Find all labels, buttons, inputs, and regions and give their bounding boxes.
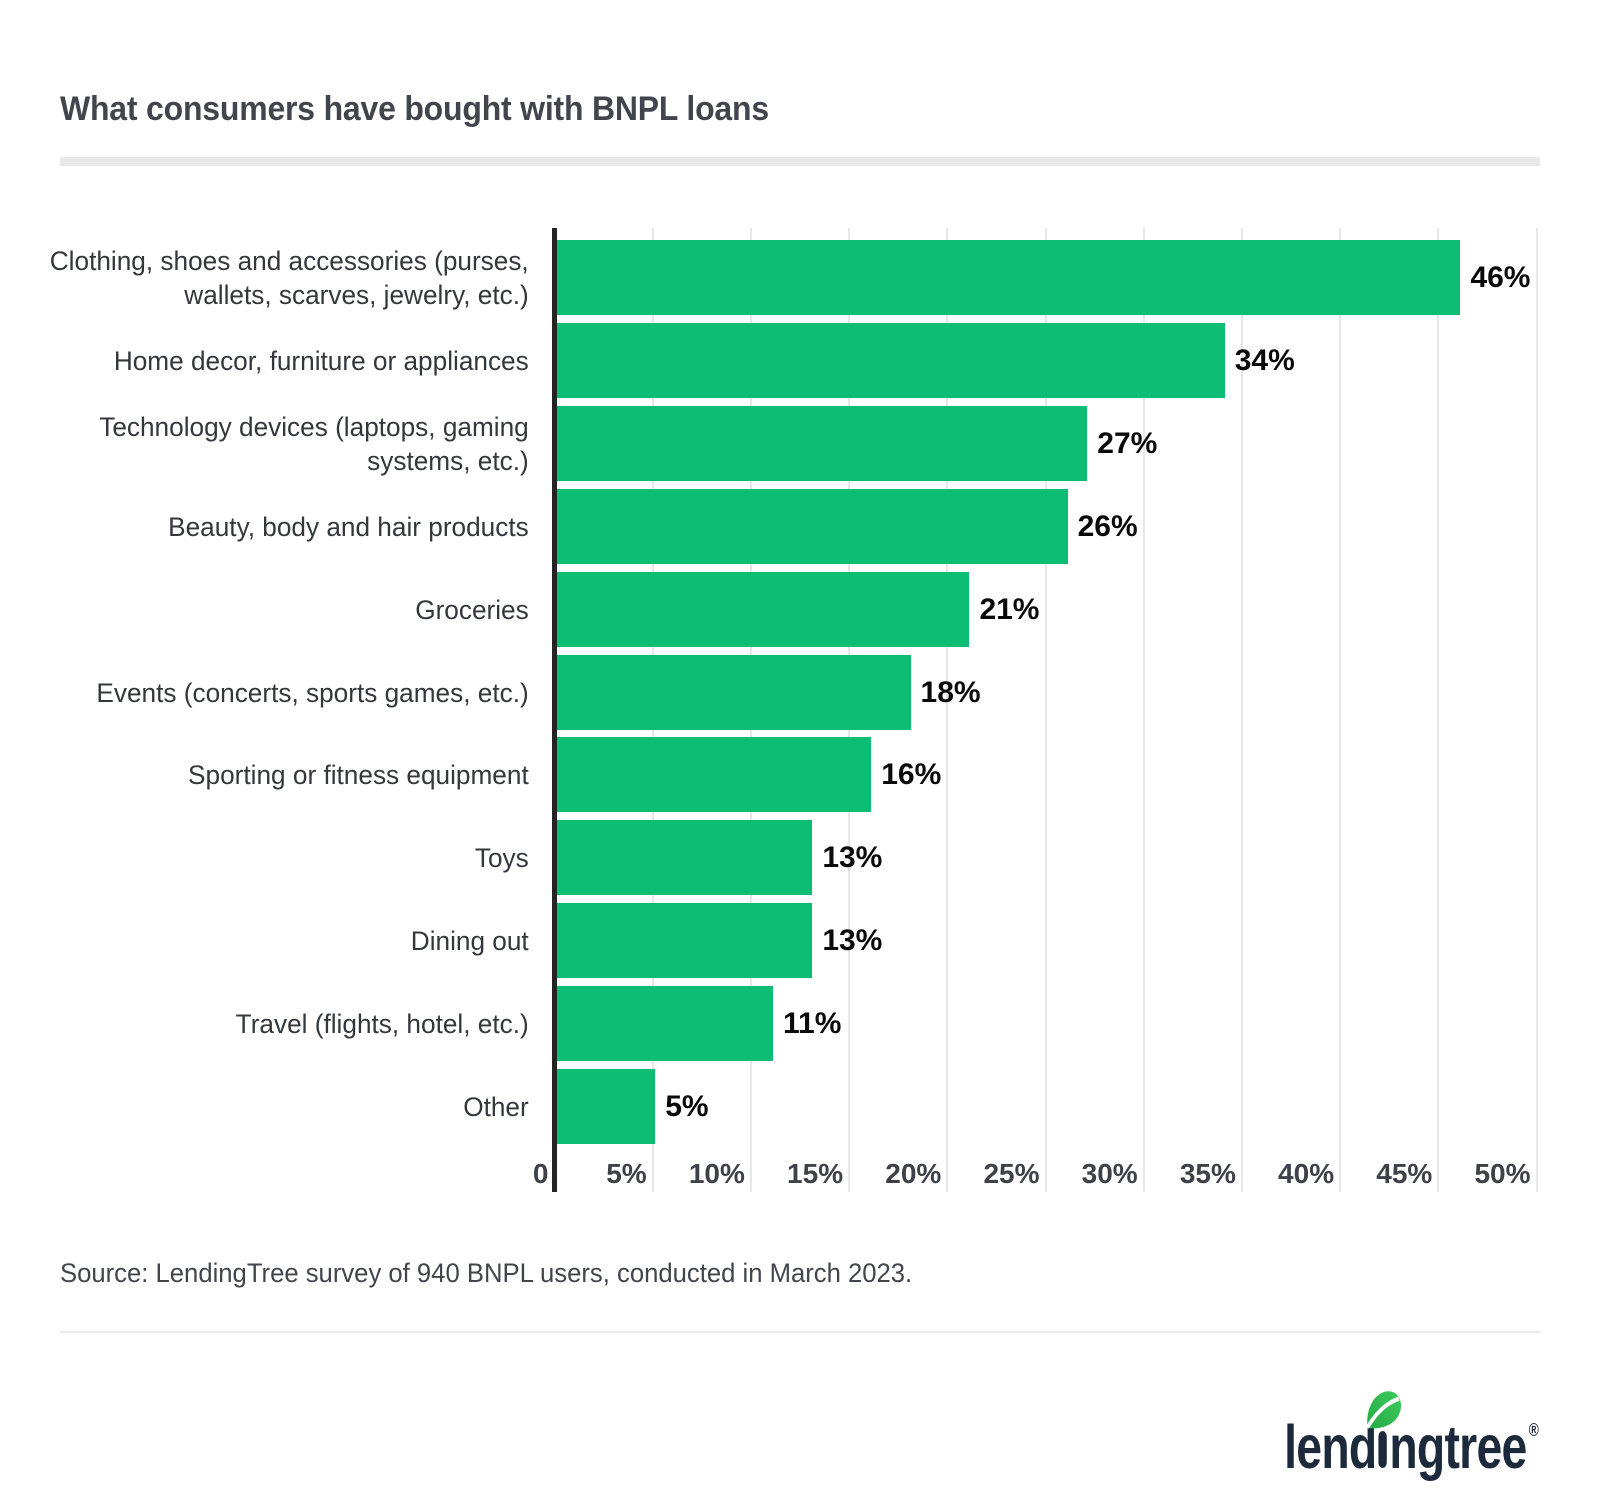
source-note: Source: LendingTree survey of 940 BNPL u… — [60, 1258, 913, 1288]
bar — [557, 406, 1088, 481]
value-label: 34% — [1234, 344, 1295, 377]
x-tick-label: 50% — [1474, 1158, 1531, 1189]
footer-divider — [60, 1331, 1540, 1333]
category-label-line: systems, etc.) — [367, 445, 529, 476]
title-divider — [60, 157, 1540, 166]
gridline — [946, 228, 949, 1192]
bar — [557, 489, 1068, 564]
x-tick-label: 30% — [1081, 1158, 1138, 1189]
category-label-line: Beauty, body and hair products — [168, 511, 529, 542]
category-label: Dining out — [75, 903, 552, 978]
bar — [557, 737, 872, 812]
lendingtree-logo: lend ngtree ® — [1204, 1374, 1539, 1481]
category-label: Events (concerts, sports games, etc.) — [75, 655, 552, 730]
bar — [557, 572, 970, 647]
value-label: 26% — [1077, 510, 1138, 543]
category-label: Groceries — [75, 572, 552, 647]
category-label-line: Sporting or fitness equipment — [188, 759, 529, 790]
bar — [557, 820, 813, 895]
leaf-icon — [1366, 1391, 1402, 1429]
logo-text-ngtree: ngtree — [1389, 1413, 1527, 1481]
category-label-line: Events (concerts, sports games, etc.) — [96, 677, 529, 708]
x-tick-label: 25% — [983, 1158, 1040, 1189]
category-label-line: Home decor, furniture or appliances — [113, 345, 529, 376]
category-label-line: wallets, scarves, jewelry, etc.) — [184, 279, 529, 310]
value-label: 13% — [822, 841, 883, 874]
value-label: 18% — [920, 676, 981, 709]
gridline — [1437, 228, 1440, 1192]
category-label: Sporting or fitness equipment — [75, 737, 552, 812]
bar — [557, 903, 813, 978]
category-label-line: Toys — [474, 842, 529, 873]
gridline — [1240, 228, 1243, 1192]
value-label: 11% — [783, 1007, 842, 1040]
category-label-line: Dining out — [410, 925, 529, 956]
bar — [557, 655, 911, 730]
x-tick-label: 20% — [885, 1158, 942, 1189]
bar — [557, 240, 1461, 315]
y-axis-line — [552, 228, 557, 1192]
bar — [557, 323, 1225, 398]
value-label: 27% — [1097, 427, 1158, 460]
category-label: Technology devices (laptops, gaming syste… — [75, 406, 552, 481]
gridline — [1535, 228, 1538, 1192]
x-tick-label: 45% — [1376, 1158, 1433, 1189]
category-label-line: Travel (flights, hotel, etc.) — [235, 1008, 529, 1039]
gridline — [1142, 228, 1145, 1192]
x-tick-label: 35% — [1179, 1158, 1236, 1189]
bar — [557, 1069, 656, 1144]
gridline — [1339, 228, 1342, 1192]
category-label: Travel (flights, hotel, etc.) — [75, 986, 552, 1061]
gridline — [1044, 228, 1047, 1192]
registered-mark: ® — [1528, 1420, 1539, 1440]
category-label: Clothing, shoes and accessories (purses,… — [50, 240, 552, 315]
value-label: 5% — [665, 1090, 709, 1123]
x-tick-label: 0 — [532, 1158, 549, 1189]
category-label-line: Technology devices (laptops, gaming — [99, 411, 529, 442]
value-label: 21% — [979, 593, 1040, 626]
bar-chart: Clothing, shoes and accessories (purses,… — [50, 228, 1540, 1192]
bar — [557, 986, 774, 1061]
x-tick-label: 40% — [1278, 1158, 1335, 1189]
logo-wordmark: lend ngtree ® — [1284, 1374, 1539, 1482]
category-label: Beauty, body and hair products — [75, 489, 552, 564]
x-tick-label: 10% — [688, 1158, 745, 1189]
value-label: 16% — [881, 758, 942, 791]
category-label-line: Other — [463, 1091, 529, 1122]
value-label: 46% — [1470, 261, 1531, 294]
category-label: Toys — [75, 820, 552, 895]
page-title: What consumers have bought with BNPL loa… — [60, 90, 769, 128]
category-label-line: Groceries — [415, 594, 529, 625]
logo-letter-i — [1366, 1391, 1402, 1468]
category-label: Other — [75, 1069, 552, 1144]
category-label: Home decor, furniture or appliances — [75, 323, 552, 398]
value-label: 13% — [822, 924, 883, 957]
category-label-line: Clothing, shoes and accessories (purses, — [49, 245, 529, 276]
logo-text-lend: lend — [1284, 1413, 1377, 1481]
x-tick-label: 5% — [606, 1158, 647, 1189]
x-tick-label: 15% — [787, 1158, 844, 1189]
